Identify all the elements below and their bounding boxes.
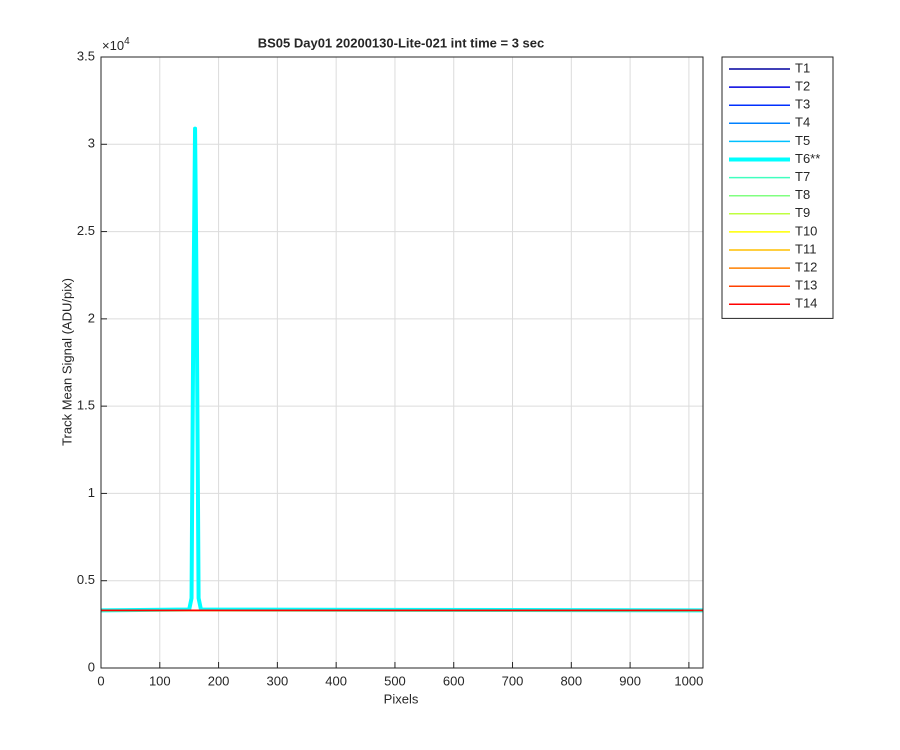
- x-tick-label: 600: [443, 673, 465, 688]
- legend-label: T7: [795, 169, 810, 184]
- legend-label: T8: [795, 187, 810, 202]
- legend-label: T4: [795, 115, 810, 130]
- y-multiplier-base: ×10: [102, 38, 124, 53]
- y-tick-label: 3.5: [77, 48, 95, 63]
- legend-label: T1: [795, 60, 810, 75]
- y-tick-label: 0: [88, 659, 95, 674]
- x-tick-label: 300: [267, 673, 289, 688]
- x-tick-label: 200: [208, 673, 230, 688]
- y-tick-label: 1.5: [77, 398, 95, 413]
- x-tick-label: 800: [560, 673, 582, 688]
- legend-label: T12: [795, 260, 817, 275]
- x-tick-label: 0: [97, 673, 104, 688]
- legend-label: T11: [795, 241, 816, 256]
- legend-label: T5: [795, 133, 810, 148]
- legend-label: T9: [795, 205, 810, 220]
- legend-label: T10: [795, 223, 817, 238]
- y-multiplier: ×104: [102, 36, 130, 54]
- plot-frame: [100, 56, 704, 669]
- legend-label: T3: [795, 97, 810, 112]
- x-axis-label: Pixels: [384, 691, 419, 706]
- legend-label: T14: [795, 296, 817, 311]
- legend-box: [721, 56, 834, 319]
- y-tick-label: 3: [88, 136, 95, 151]
- y-axis-label: Track Mean Signal (ADU/pix): [59, 278, 74, 446]
- x-tick-label: 1000: [674, 673, 703, 688]
- x-tick-label: 100: [149, 673, 171, 688]
- legend-label: T6**: [795, 151, 820, 166]
- chart-title: BS05 Day01 20200130-Lite-021 int time = …: [258, 35, 545, 50]
- series-line: [100, 126, 704, 613]
- legend-label: T2: [795, 79, 810, 94]
- y-tick-label: 2.5: [77, 223, 95, 238]
- legend-label: T13: [795, 278, 817, 293]
- y-tick-label: 1: [88, 485, 95, 500]
- x-tick-label: 400: [325, 673, 347, 688]
- x-tick-label: 700: [502, 673, 524, 688]
- y-tick-label: 0.5: [77, 572, 95, 587]
- y-tick-label: 2: [88, 310, 95, 325]
- x-tick-label: 900: [619, 673, 641, 688]
- y-multiplier-exponent: 4: [124, 36, 130, 47]
- x-tick-label: 500: [384, 673, 406, 688]
